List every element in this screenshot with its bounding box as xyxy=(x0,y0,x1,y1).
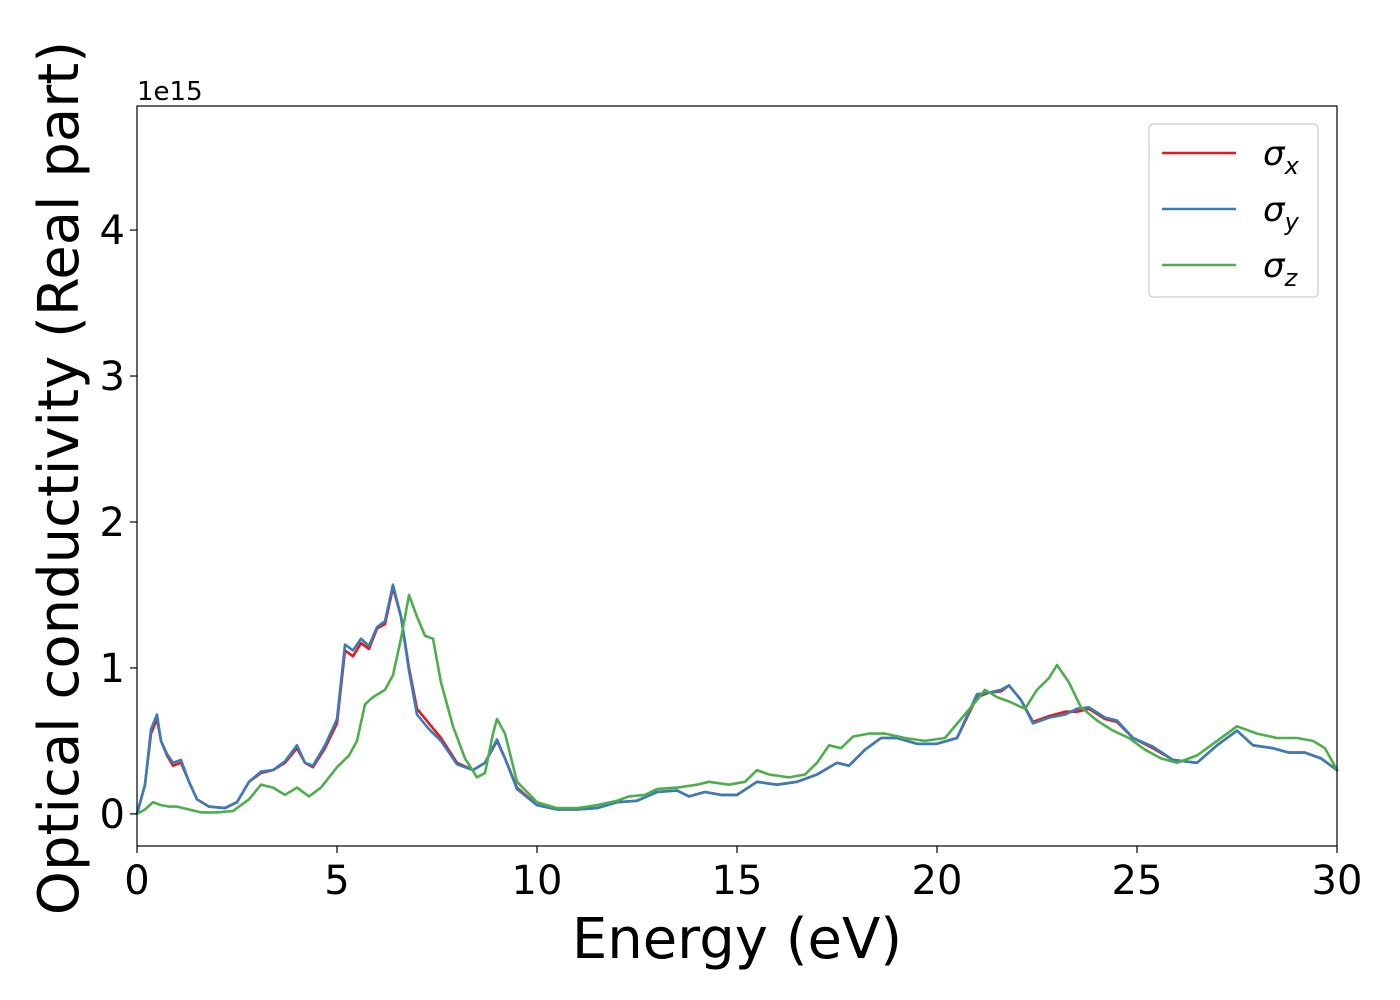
x-tick-label: 25 xyxy=(1112,858,1163,904)
y-tick-label: 1 xyxy=(100,646,125,692)
legend-label-x: σx xyxy=(1263,134,1300,180)
x-tick-label: 20 xyxy=(912,858,963,904)
x-tick-label: 30 xyxy=(1312,858,1363,904)
y-tick-label: 4 xyxy=(100,208,125,254)
legend: σx σy σz xyxy=(1148,123,1319,298)
x-tick-label: 0 xyxy=(124,858,149,904)
x-tick-label: 10 xyxy=(512,858,563,904)
y-axis-label: Optical conductivity (Real part) xyxy=(27,41,92,915)
y-tick-label: 2 xyxy=(100,500,125,546)
y-axis-ticks: 0 1 2 3 4 xyxy=(100,208,137,838)
x-axis-label: Energy (eV) xyxy=(572,907,902,972)
y-tick-label: 0 xyxy=(100,792,125,838)
series-line-z xyxy=(135,593,1339,816)
legend-box xyxy=(1148,123,1319,298)
y-tick-label: 3 xyxy=(100,354,125,400)
legend-label-z: σz xyxy=(1263,246,1299,292)
x-tick-label: 5 xyxy=(324,858,349,904)
x-axis-ticks: 0 5 10 15 20 25 30 xyxy=(124,846,1362,904)
series-layer xyxy=(135,583,1339,816)
legend-label-y: σy xyxy=(1263,190,1300,236)
y-offset-label: 1e15 xyxy=(137,77,203,107)
x-tick-label: 15 xyxy=(712,858,763,904)
